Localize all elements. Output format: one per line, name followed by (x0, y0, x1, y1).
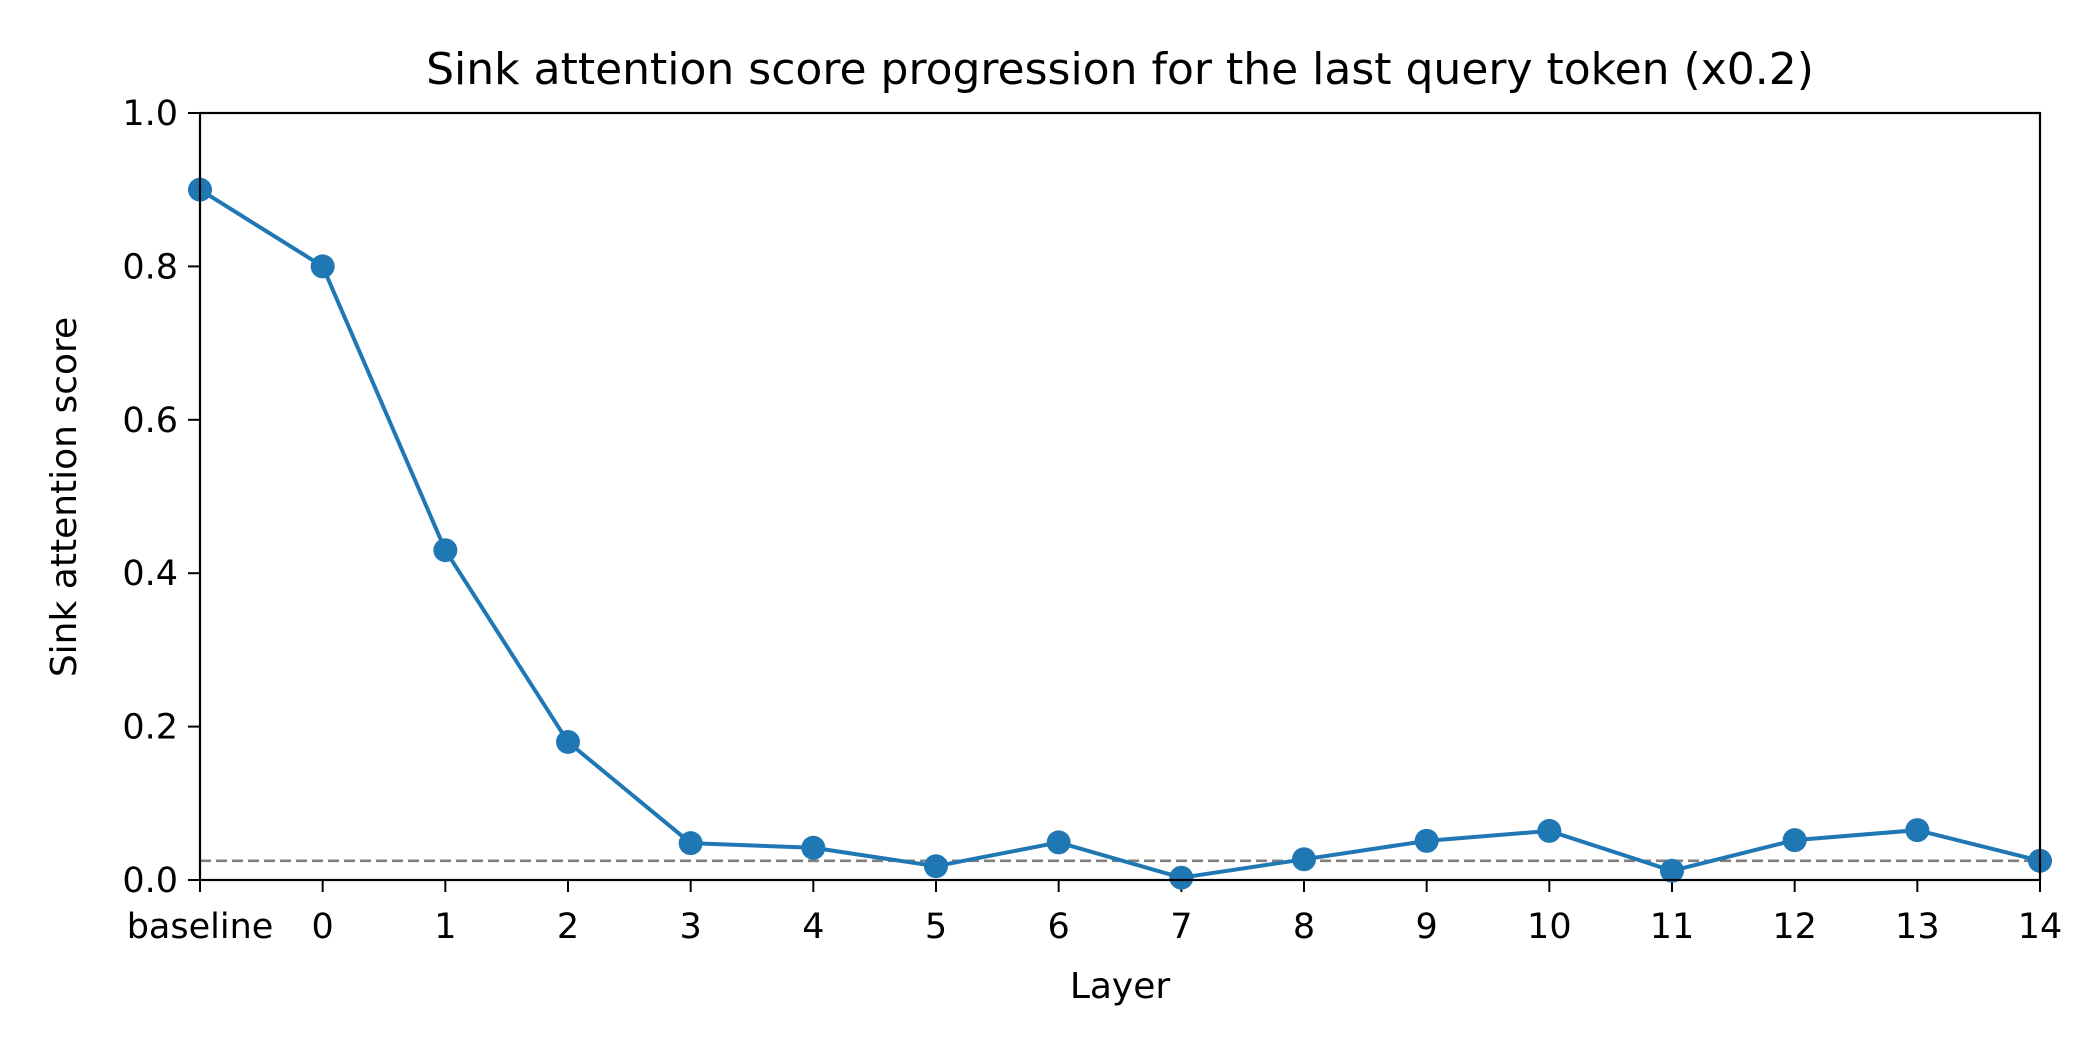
data-point (1046, 830, 1071, 855)
x-tick-label: 9 (1416, 907, 1438, 947)
data-point (1169, 865, 1194, 890)
data-point (1292, 847, 1316, 872)
x-tick-label: 4 (802, 907, 824, 947)
x-tick-label: 13 (1895, 907, 1940, 947)
x-tick-label: 10 (1527, 907, 1572, 947)
series-layer (188, 177, 2052, 890)
x-tick-label: 8 (1293, 907, 1315, 947)
data-point (678, 831, 703, 856)
data-point (556, 729, 580, 754)
x-axis: baseline 0 1 2 3 4 5 6 7 8 9 10 11 12 13 14 (127, 880, 2063, 947)
chart-title: Sink attention score progression for the… (426, 44, 1814, 95)
data-point (1782, 828, 1807, 853)
x-tick-label: 12 (1772, 907, 1817, 947)
data-point (1905, 818, 1930, 843)
data-point (433, 538, 458, 563)
data-point (310, 254, 335, 279)
x-tick-label: 5 (925, 907, 947, 947)
data-point (801, 835, 826, 860)
y-tick-label: 0.2 (122, 708, 178, 748)
x-axis-label: Layer (1070, 966, 1171, 1007)
y-tick-label: 0.8 (122, 247, 178, 287)
plot-frame (198, 111, 2042, 882)
x-tick-label: 11 (1650, 907, 1695, 947)
y-tick-label: 1.0 (122, 94, 178, 134)
y-axis-label: Sink attention score (44, 317, 85, 677)
data-point (1414, 828, 1439, 853)
y-tick-label: 0.6 (122, 401, 178, 441)
series-line (198, 188, 2041, 880)
plot-area (200, 113, 2040, 880)
y-tick-label: 0.4 (122, 554, 178, 594)
data-point (1537, 818, 1562, 843)
x-tick-label: 0 (312, 907, 334, 947)
y-axis: 0.0 0.2 0.4 0.6 0.8 1.0 (122, 94, 200, 901)
x-tick-label: baseline (127, 907, 274, 947)
x-tick-label: 14 (2018, 907, 2063, 947)
x-tick-label: 2 (557, 907, 579, 947)
y-tick-label: 0.0 (122, 861, 178, 901)
x-tick-label: 3 (680, 907, 702, 947)
data-point (924, 854, 948, 879)
data-point (1660, 858, 1684, 883)
x-tick-label: 1 (434, 907, 456, 947)
x-tick-label: 6 (1048, 907, 1070, 947)
x-tick-label: 7 (1170, 907, 1192, 947)
